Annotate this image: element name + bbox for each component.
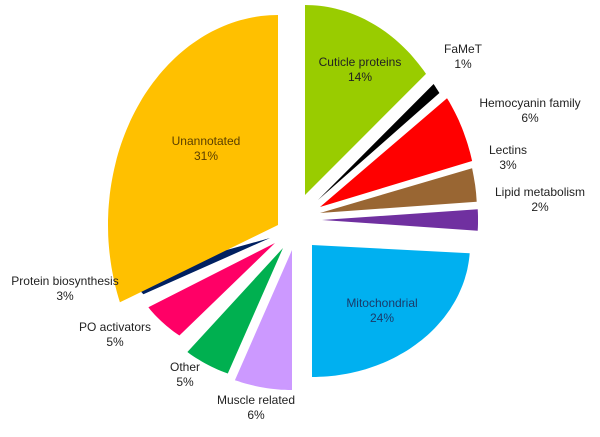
label-po-activators: PO activators 5% bbox=[78, 320, 152, 349]
label-cuticle-proteins: Cuticle proteins 14% bbox=[318, 55, 402, 84]
label-lectins: Lectins 3% bbox=[488, 143, 528, 172]
pie-slice-muscle-related bbox=[234, 250, 292, 390]
label-other: Other 5% bbox=[169, 360, 201, 389]
label-hemocyanin-family: Hemocyanin family 6% bbox=[479, 96, 581, 125]
pie-slice-po-activators bbox=[148, 243, 275, 336]
label-lipid-metabolism: Lipid metabolism 2% bbox=[494, 185, 586, 214]
pie-slice-unannotated bbox=[108, 15, 278, 303]
label-protein-biosynthesis: Protein biosynthesis 3% bbox=[11, 274, 119, 303]
pie-slice-famet bbox=[318, 84, 440, 200]
pie-slice-mitochondrial bbox=[312, 245, 470, 377]
pie-slice-hemocyanin-family bbox=[320, 98, 473, 207]
pie-slice-cuticle-proteins bbox=[305, 5, 426, 195]
label-muscle-related: Muscle related 6% bbox=[216, 393, 296, 422]
pie-slice-protein-biosynthesis bbox=[130, 238, 270, 295]
label-unannotated: Unannotated 31% bbox=[171, 134, 241, 163]
pie-slice-other bbox=[187, 248, 283, 374]
label-mitochondrial: Mitochondrial 24% bbox=[346, 296, 418, 325]
pie-slice-lipid-metabolism bbox=[322, 209, 478, 231]
label-famet: FaMeT 1% bbox=[443, 42, 483, 71]
pie-slice-lectins bbox=[320, 168, 477, 213]
